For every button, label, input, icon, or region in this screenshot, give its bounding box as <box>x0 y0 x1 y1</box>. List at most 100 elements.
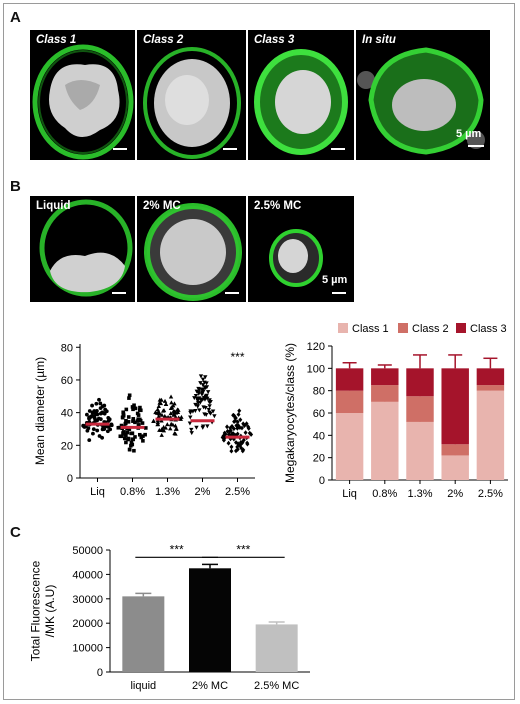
data-point <box>140 421 145 425</box>
data-point <box>82 425 87 429</box>
cell-illustration <box>143 47 241 159</box>
y-tick-label: 60 <box>313 408 325 420</box>
data-point <box>233 415 238 421</box>
bar-segment <box>406 421 434 480</box>
cell-illustration <box>32 44 134 160</box>
data-point <box>236 412 241 417</box>
legend-swatch <box>338 323 348 333</box>
data-point <box>206 407 212 412</box>
data-point <box>198 400 203 405</box>
data-point <box>141 439 145 443</box>
data-point <box>205 424 210 429</box>
scale-bar-label: 5 µm <box>456 128 482 140</box>
data-point <box>121 413 126 418</box>
micrograph-label: Class 1 <box>36 34 77 46</box>
legend-label: Class 2 <box>412 323 449 335</box>
data-point <box>196 390 201 395</box>
bar-segment <box>371 385 399 402</box>
data-point <box>234 440 239 445</box>
data-point <box>143 432 147 437</box>
data-point <box>93 419 98 423</box>
data-point <box>137 408 142 412</box>
data-point <box>100 410 105 415</box>
data-point <box>173 426 179 431</box>
data-point <box>156 403 162 408</box>
data-point <box>225 424 230 430</box>
data-point <box>196 386 201 391</box>
data-point <box>244 421 249 427</box>
data-point <box>195 404 200 409</box>
data-point <box>187 421 193 426</box>
data-point <box>153 410 158 415</box>
data-point <box>131 417 136 421</box>
legend-swatch <box>456 323 466 333</box>
y-tick-label: 20 <box>61 440 73 452</box>
data-point <box>168 411 174 416</box>
data-point <box>137 423 141 427</box>
data-point <box>94 401 99 406</box>
data-point <box>199 392 205 397</box>
data-point <box>133 406 138 411</box>
data-point <box>237 408 242 414</box>
data-point <box>137 432 142 437</box>
data-point <box>86 426 91 431</box>
data-point <box>158 401 164 406</box>
micrograph-2-5-percent-mc: 2.5% MC 5 µm <box>248 196 354 302</box>
data-point <box>190 409 196 414</box>
data-point <box>132 448 136 453</box>
data-point <box>123 421 128 426</box>
y-tick-label: 80 <box>313 386 325 398</box>
data-point <box>95 428 100 433</box>
data-point <box>116 425 121 430</box>
legend-label: Class 1 <box>352 323 389 335</box>
data-point <box>119 434 124 439</box>
micrograph-in-situ: In situ 5 µm <box>356 30 490 160</box>
data-point <box>198 374 204 379</box>
data-point <box>133 420 137 425</box>
data-point <box>138 418 143 423</box>
data-point <box>223 431 228 437</box>
data-point <box>102 403 107 408</box>
bar-segment <box>335 413 364 480</box>
data-point <box>197 408 202 413</box>
data-point <box>87 409 92 413</box>
data-point <box>155 407 160 412</box>
y-tick-label: 30000 <box>72 594 103 606</box>
y-tick-label: 60 <box>61 375 73 387</box>
data-point <box>189 431 194 436</box>
data-point <box>124 419 128 423</box>
mean-diameter-chart: 0 20 40 60 80 Mean diameter (µm) Liq 0.8% 1.3% 2%… <box>33 342 255 498</box>
data-point <box>200 388 205 393</box>
data-point <box>245 441 250 447</box>
y-axis-label-line: Total Fluorescence <box>29 560 43 661</box>
x-tick-label: 1.3% <box>407 488 432 500</box>
bar-segment <box>441 444 469 456</box>
data-point <box>130 405 135 409</box>
data-point <box>159 432 164 437</box>
data-point <box>138 405 142 410</box>
data-point <box>127 393 132 398</box>
micrograph-2-percent-mc: 2% MC <box>137 196 246 302</box>
bar-segment <box>476 390 505 480</box>
data-point <box>107 417 112 422</box>
panel-label-a: A <box>10 9 21 26</box>
legend-swatch <box>398 323 408 333</box>
data-point <box>193 402 198 407</box>
scale-bar <box>468 145 484 147</box>
data-point <box>203 412 209 417</box>
data-point <box>159 427 164 432</box>
data-point <box>240 448 245 454</box>
data-point <box>232 413 237 419</box>
data-point <box>108 427 113 432</box>
x-tick-label: 0.8% <box>120 486 145 498</box>
y-tick-label: 100 <box>307 363 325 375</box>
micrograph-label: Class 2 <box>143 34 184 46</box>
bar <box>122 596 165 672</box>
data-point <box>122 436 127 441</box>
y-tick-label: 40 <box>313 430 325 442</box>
figure-frame <box>3 3 515 700</box>
data-point <box>156 414 161 419</box>
micrograph-label: In situ <box>362 34 396 46</box>
micrograph-class-2: Class 2 <box>137 30 246 160</box>
data-point <box>159 412 165 417</box>
